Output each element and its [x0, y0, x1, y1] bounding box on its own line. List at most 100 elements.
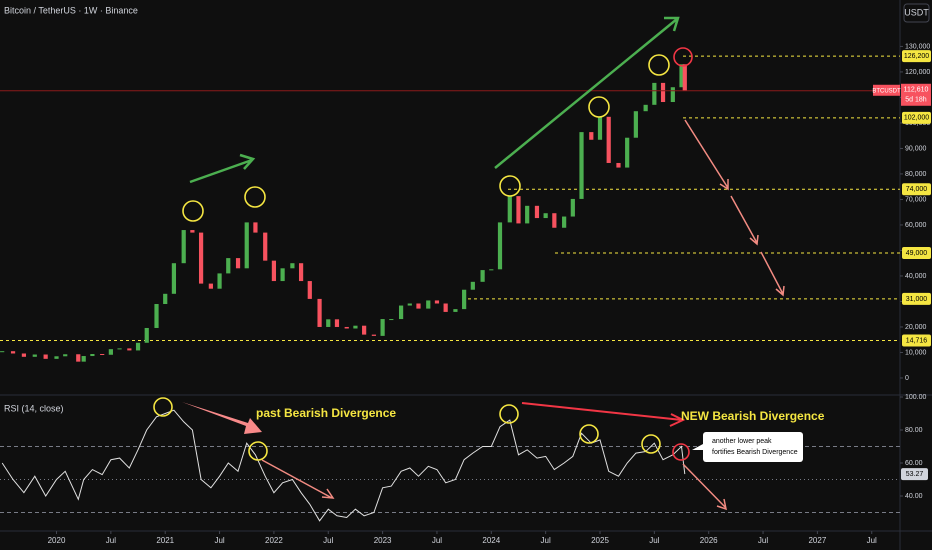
candle [453, 309, 458, 312]
candle [470, 281, 475, 290]
candle [144, 327, 149, 343]
candle [434, 300, 440, 304]
y-tick-label: 80,000 [905, 171, 927, 178]
y-tick-label: 80.00 [905, 427, 923, 434]
y-tick-label: 70,000 [905, 196, 927, 203]
y-tick-label: 10,000 [905, 349, 927, 356]
y-tick-label: 40,000 [905, 273, 927, 280]
candle [682, 64, 687, 91]
callout-box [703, 432, 803, 462]
candle [562, 216, 567, 228]
rsi-last-tag [901, 468, 928, 481]
candle [625, 137, 630, 168]
x-tick-label: Jul [432, 536, 442, 545]
price-level-tag [902, 334, 931, 347]
y-tick-label: 60.00 [905, 460, 923, 467]
candle [190, 230, 195, 233]
x-tick-label: Jul [323, 536, 333, 545]
price-level-label: 31,000 [906, 296, 928, 303]
y-tick-label: 20,000 [905, 324, 927, 331]
marks: 2020 Jul 2021 Jul 2022 Jul 2023 Jul 2024 Jul 2025 J… [0, 43, 931, 545]
candle [271, 260, 277, 282]
price-level-tag [902, 183, 931, 196]
y-tick-label: 90,000 [905, 145, 927, 152]
callout-text: another lower peak [712, 438, 772, 445]
price-level-label: 102,000 [904, 115, 929, 122]
x-tick-label: 2027 [808, 536, 826, 545]
candle [298, 263, 304, 282]
candle [181, 230, 186, 264]
candle [90, 353, 95, 357]
candle [443, 303, 448, 312]
red-arrows [261, 119, 785, 511]
annotation-text: past Bearish Divergence [256, 406, 396, 420]
candle [570, 198, 575, 217]
candle [226, 258, 231, 274]
candle [679, 64, 684, 88]
candle [616, 162, 621, 168]
candle [371, 334, 377, 336]
y-tick-label: 40.00 [905, 493, 923, 500]
candle [307, 281, 312, 299]
currency-button[interactable] [903, 3, 930, 23]
candle [290, 263, 295, 269]
indicator-title: RSI (14, close) [4, 403, 64, 413]
candle [362, 325, 367, 335]
candle [76, 354, 81, 362]
candle [660, 82, 666, 103]
x-tick-label: 2020 [48, 536, 66, 545]
price-level-label: 126,200 [904, 53, 929, 60]
candle [54, 356, 59, 359]
x-tick-label: 2025 [591, 536, 609, 545]
candle [380, 319, 385, 336]
candle [198, 232, 204, 284]
candle [643, 104, 648, 112]
price-level-label: 49,000 [906, 250, 928, 257]
candle [416, 303, 421, 309]
last-price-tag [901, 83, 931, 106]
x-tick-label: Jul [106, 536, 116, 545]
x-tick-label: Jul [541, 536, 551, 545]
candle [263, 232, 268, 261]
price-level-label: 74,000 [906, 186, 928, 193]
candle [589, 132, 594, 140]
candle [108, 349, 113, 355]
x-tick-label: 2026 [700, 536, 718, 545]
y-tick-label: 0 [905, 375, 909, 382]
candle [21, 353, 27, 357]
annotations: past Bearish Divergence NEW Bearish Dive… [153, 16, 825, 511]
candle [426, 300, 431, 309]
last-price-symbol: BTCUSDT [872, 88, 901, 94]
price-level-tag [902, 50, 931, 63]
x-tick-label: 2024 [482, 536, 500, 545]
price-level-tag [902, 247, 931, 260]
candle [317, 298, 322, 327]
candle [534, 205, 540, 219]
annotation-text: NEW Bearish Divergence [681, 409, 825, 423]
candle [552, 213, 557, 228]
candle [244, 222, 249, 269]
y-tick-label: 130,000 [905, 43, 930, 50]
candle [543, 213, 548, 219]
symbol-title: Bitcoin / TetherUS · 1W · Binance [4, 5, 138, 15]
rsi-line [1, 409, 686, 522]
candle [670, 87, 675, 103]
y-tick-label: 120,000 [905, 69, 930, 76]
x-tick-label: Jul [867, 536, 877, 545]
candle [171, 263, 177, 294]
candle [334, 319, 340, 327]
y-tick-label: 60,000 [905, 222, 927, 229]
candle [326, 319, 331, 327]
candle [407, 303, 412, 306]
candle [280, 268, 285, 282]
candle [398, 305, 404, 320]
price-level-tag [902, 292, 931, 305]
candle [117, 348, 122, 350]
candle [389, 319, 394, 321]
candle [32, 354, 37, 357]
currency-label[interactable]: USDT [904, 7, 929, 17]
x-tick-label: Jul [649, 536, 659, 545]
x-tick-label: 2022 [265, 536, 283, 545]
